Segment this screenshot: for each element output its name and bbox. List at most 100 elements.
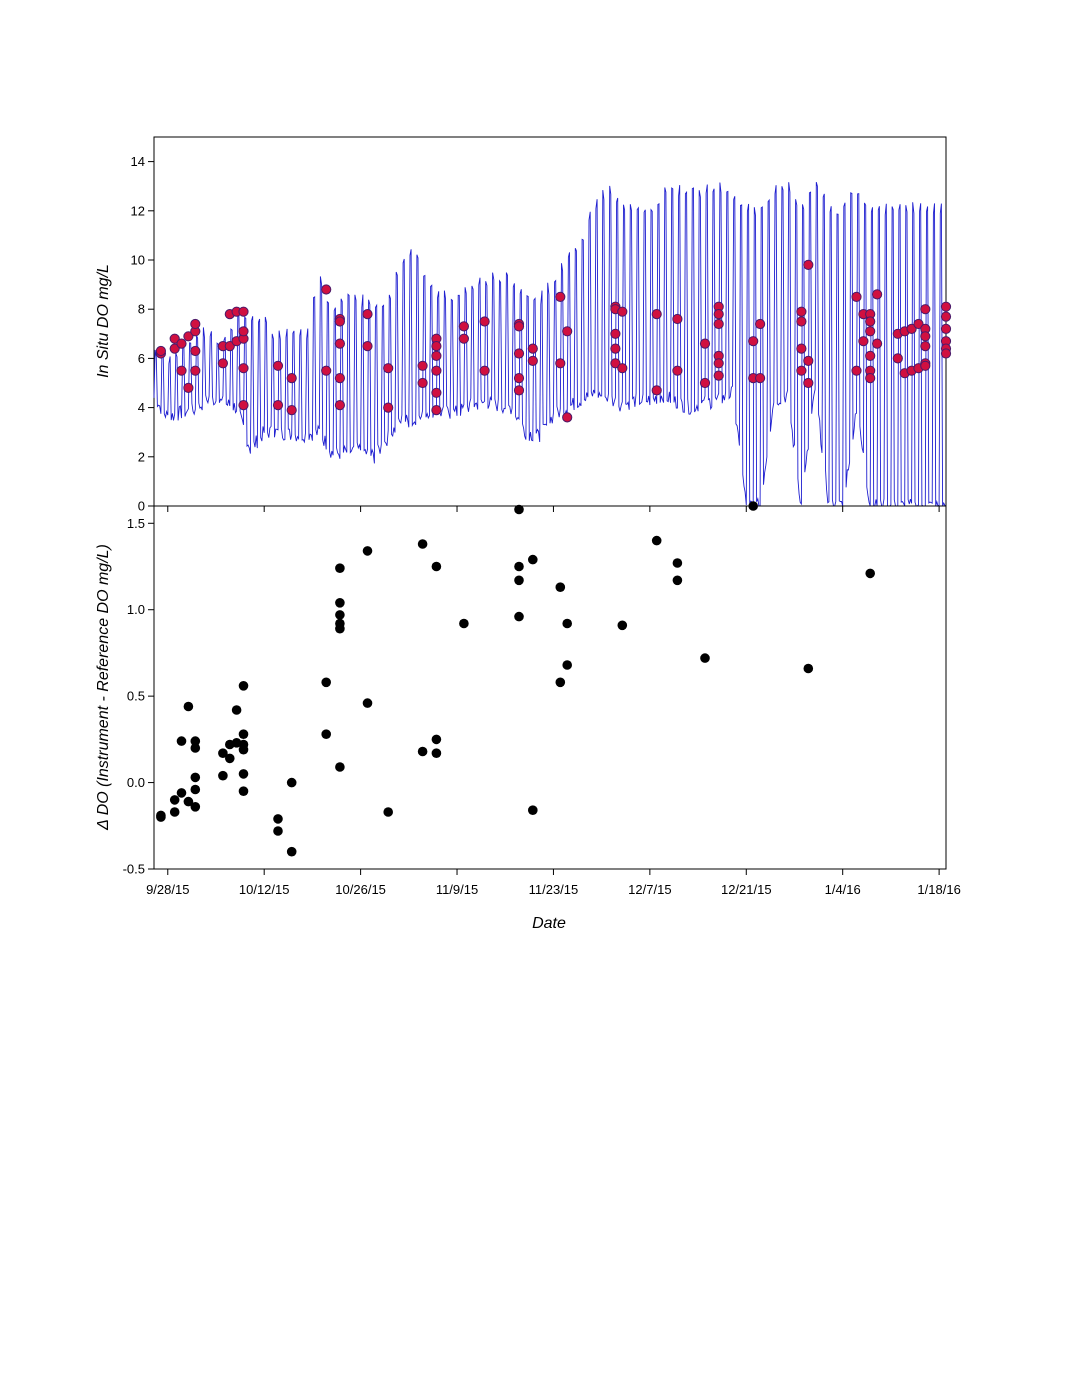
delta-do-point [335, 563, 345, 573]
delta-do-point [335, 762, 345, 772]
reference-do-point [713, 318, 724, 330]
reference-do-point [431, 405, 442, 416]
reference-do-point [362, 309, 373, 320]
reference-do-point [796, 316, 807, 327]
reference-do-point [865, 326, 876, 337]
do-timeseries-line [153, 181, 947, 507]
reference-do-point [431, 365, 442, 376]
reference-do-point [362, 341, 373, 352]
delta-do-point [218, 770, 228, 781]
reference-do-point [513, 321, 525, 332]
reference-do-point [183, 382, 194, 393]
reference-do-point [169, 343, 180, 354]
delta-do-point [672, 558, 683, 568]
reference-do-point [458, 321, 469, 332]
delta-do-point [169, 795, 180, 805]
y-tick-label: 6 [138, 351, 145, 366]
reference-do-point [224, 341, 235, 352]
delta-do-point [617, 620, 628, 631]
reference-do-point [272, 400, 284, 411]
reference-do-point [610, 343, 621, 354]
reference-do-point [176, 365, 187, 376]
delta-do-point [225, 753, 235, 764]
delta-do-point [190, 736, 201, 746]
reference-do-point [286, 405, 297, 416]
delta-do-point [431, 561, 442, 572]
delta-do-point [156, 810, 166, 821]
reference-do-point [617, 363, 628, 374]
reference-do-point [699, 377, 711, 389]
reference-do-point [169, 333, 180, 344]
reference-do-point [920, 360, 931, 371]
delta-do-point [383, 807, 394, 817]
reference-do-point [555, 291, 566, 302]
x-tick-label: 12/7/15 [628, 882, 671, 897]
delta-do-point [514, 575, 524, 586]
reference-do-point [796, 365, 807, 376]
delta-do-point [176, 736, 187, 746]
y-tick-label: 10 [131, 253, 145, 268]
reference-do-point [865, 316, 876, 327]
reference-do-point [796, 306, 807, 317]
bottom-y-axis-title: Δ DO (Instrument - Reference DO mg/L) [95, 544, 112, 831]
reference-do-point [190, 318, 201, 330]
delta-do-point [169, 807, 180, 817]
delta-do-point [459, 618, 469, 629]
y-tick-label: 2 [138, 449, 145, 464]
reference-do-point [796, 343, 807, 354]
x-tick-label: 1/4/16 [825, 882, 861, 897]
reference-do-point [803, 259, 814, 270]
delta-do-point [803, 663, 814, 674]
reference-do-point [699, 338, 711, 349]
x-tick-label: 9/28/15 [146, 882, 189, 897]
delta-do-point [335, 610, 345, 620]
delta-do-point [514, 561, 524, 572]
reference-do-point [610, 358, 621, 369]
reference-do-point [920, 331, 931, 342]
reference-do-point [238, 326, 249, 337]
reference-do-point [334, 316, 345, 327]
reference-do-point [334, 400, 345, 411]
delta-do-point [238, 744, 249, 755]
y-tick-label: 0 [138, 499, 145, 514]
delta-do-point [238, 729, 249, 739]
x-tick-label: 1/18/16 [917, 882, 960, 897]
delta-do-point [231, 705, 242, 715]
reference-do-point [417, 360, 428, 371]
reference-do-point [940, 311, 952, 322]
reference-do-point [562, 412, 573, 423]
reference-do-point [872, 289, 883, 300]
reference-do-point [672, 313, 683, 325]
reference-do-point [334, 373, 345, 384]
reference-do-point [851, 365, 862, 376]
delta-do-point [176, 788, 187, 798]
reference-do-point [183, 331, 194, 342]
delta-do-point [273, 826, 283, 836]
top-y-axis: 0 2 4 6 8 10 12 14 [131, 154, 154, 514]
delta-do-point [321, 677, 332, 688]
reference-do-point [479, 365, 490, 376]
reference-do-point [803, 355, 814, 366]
delta-do-point [273, 814, 283, 824]
reference-do-point [334, 338, 345, 349]
y-tick-label: 4 [138, 400, 145, 415]
x-axis: 9/28/15 10/12/15 10/26/15 11/9/15 11/23/15 12… [146, 506, 961, 897]
reference-do-point [479, 316, 490, 327]
reference-do-point [755, 318, 766, 330]
reference-do-point [892, 353, 903, 364]
y-tick-label: -0.5 [123, 862, 145, 877]
reference-do-point [872, 338, 883, 349]
delta-do-point [651, 535, 662, 546]
delta-do-point [286, 846, 297, 857]
reference-do-point [238, 400, 249, 411]
reference-do-point [913, 318, 924, 330]
reference-do-point [321, 284, 332, 295]
reference-do-point [555, 358, 566, 369]
top-y-axis-title: In Situ DO mg/L [95, 264, 112, 378]
delta-do-point [417, 746, 428, 757]
delta-do-point [238, 786, 249, 796]
x-tick-label: 10/26/15 [335, 882, 386, 897]
delta-do-point [362, 546, 373, 556]
reference-do-point [858, 336, 869, 347]
delta-do-point [431, 748, 442, 758]
